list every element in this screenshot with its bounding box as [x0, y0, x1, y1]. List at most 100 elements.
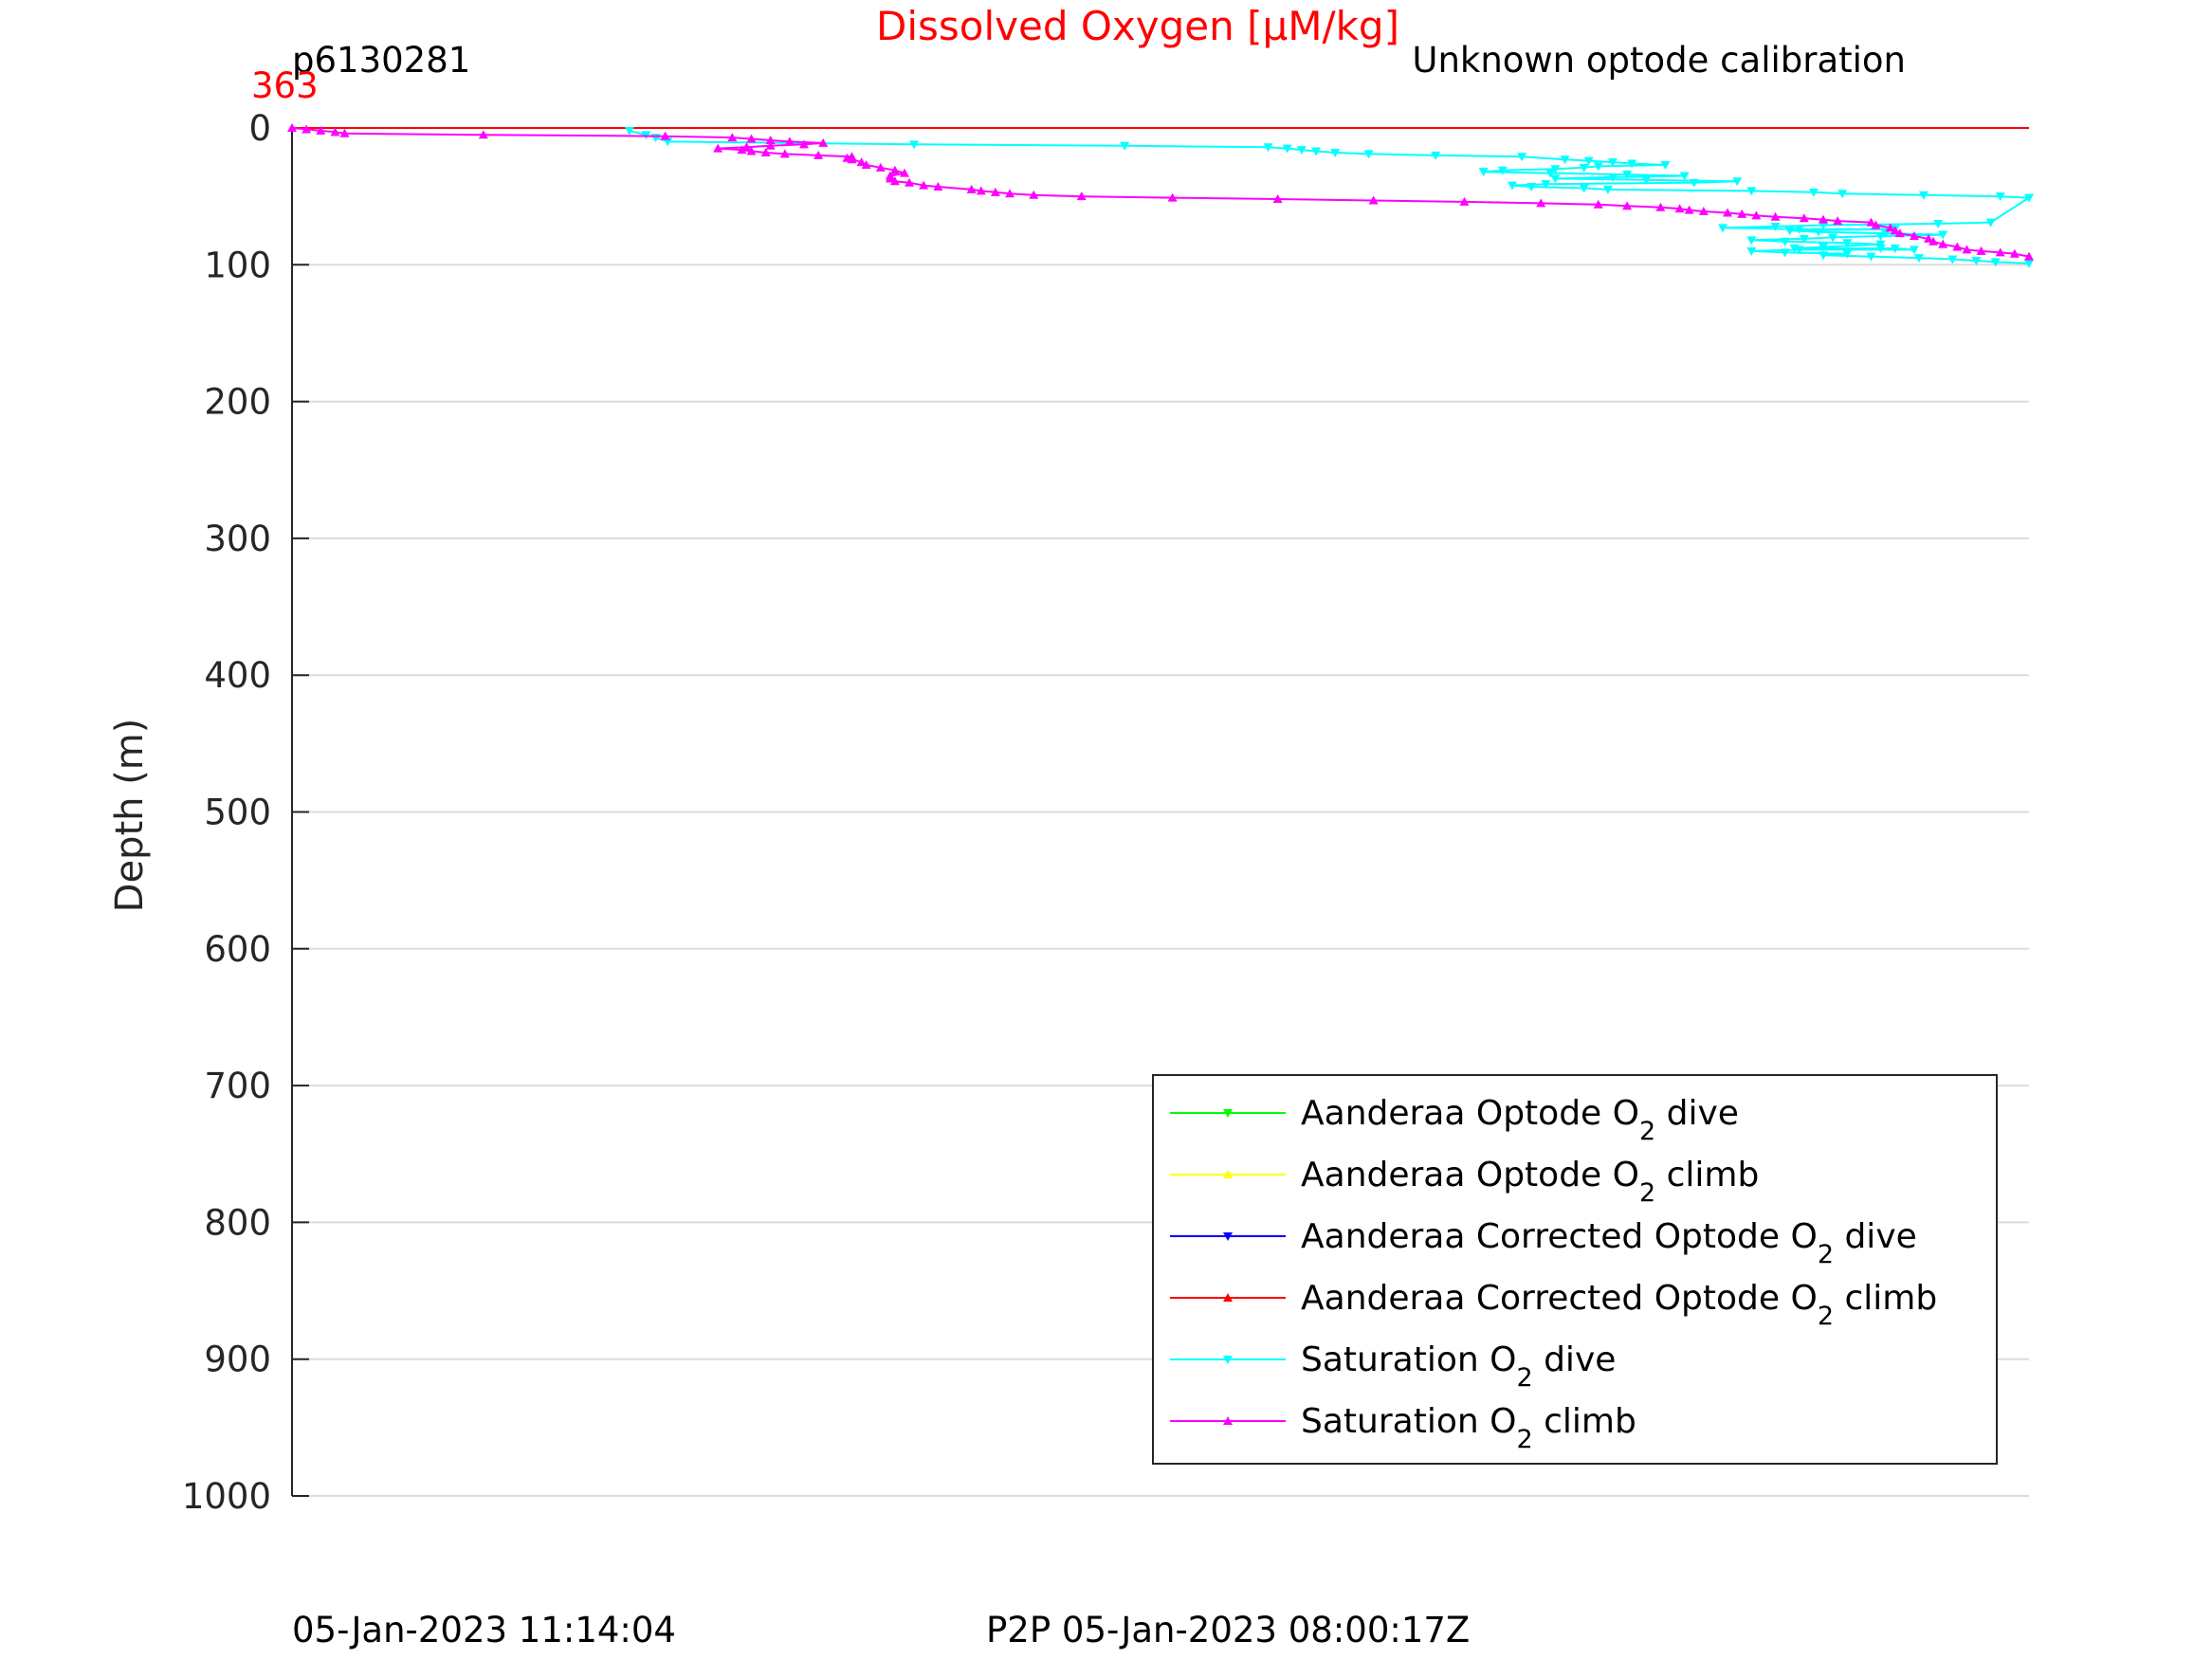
- data-point: [1550, 174, 1561, 184]
- data-point: [1684, 205, 1694, 214]
- data-point: [889, 165, 900, 174]
- data-point: [1938, 230, 1948, 240]
- data-point: [1272, 194, 1283, 204]
- data-point: [1976, 246, 1986, 255]
- data-point: [624, 126, 634, 136]
- data-point: [1962, 245, 1972, 254]
- data-point: [1593, 199, 1603, 209]
- data-point: [990, 187, 1000, 196]
- data-point: [1330, 148, 1341, 157]
- data-point: [765, 140, 776, 150]
- data-point: [814, 150, 824, 159]
- data-point: [1990, 258, 2001, 267]
- y-axis-label: Depth (m): [108, 719, 152, 913]
- data-point: [741, 142, 752, 152]
- footer-center-timestamp: P2P 05-Jan-2023 08:00:17Z: [986, 1610, 1470, 1650]
- data-point: [1818, 251, 1828, 261]
- data-point: [1167, 192, 1178, 202]
- data-point: [1799, 213, 1809, 223]
- data-point: [1363, 150, 1374, 159]
- data-point: [1517, 153, 1527, 162]
- data-point: [1890, 226, 1900, 235]
- glider-id: p6130281: [292, 40, 470, 81]
- data-point: [1541, 180, 1551, 190]
- data-point: [905, 177, 915, 187]
- data-point: [1971, 256, 1982, 265]
- data-point: [1622, 201, 1633, 210]
- data-point: [1579, 184, 1589, 193]
- data-point: [1737, 209, 1747, 218]
- y-ticks: 0 100 200 300 400 500 600 700 800 900 1000: [182, 108, 309, 1517]
- data-point: [1655, 202, 1666, 211]
- data-point: [1837, 190, 1848, 199]
- data-point: [302, 124, 312, 134]
- data-point: [1875, 231, 1886, 241]
- data-point: [1660, 160, 1671, 170]
- series-5: [287, 123, 2034, 261]
- legend-swatch-marker: [1223, 1356, 1233, 1364]
- y-tick-label: 200: [204, 382, 271, 423]
- data-point: [1507, 181, 1517, 191]
- data-point: [1732, 177, 1743, 187]
- data-point: [933, 182, 943, 191]
- data-point: [727, 133, 738, 142]
- legend-swatch-marker: [1223, 1170, 1233, 1178]
- data-point: [1431, 151, 1441, 160]
- data-point: [1875, 244, 1886, 253]
- data-point: [1607, 158, 1618, 168]
- data-point: [861, 159, 871, 169]
- data-point: [909, 140, 920, 150]
- data-point: [1746, 187, 1757, 196]
- y-tick-label: 500: [204, 793, 271, 833]
- data-point: [1995, 192, 2005, 202]
- data-point: [1833, 216, 1843, 226]
- data-point: [779, 149, 790, 158]
- data-point: [760, 147, 771, 156]
- y-tick-label: 400: [204, 655, 271, 696]
- series-4: [624, 126, 2034, 268]
- data-point: [1718, 224, 1728, 233]
- data-point: [1985, 218, 1996, 228]
- data-point: [1282, 144, 1292, 154]
- series-line: [291, 127, 2030, 258]
- data-point: [1368, 195, 1379, 205]
- data-point: [737, 145, 747, 155]
- data-point: [889, 176, 900, 186]
- data-point: [1799, 234, 1809, 244]
- data-point: [1794, 225, 1804, 234]
- data-point: [660, 131, 670, 140]
- data-point: [885, 173, 895, 183]
- data-point: [2024, 251, 2034, 261]
- data-point: [1818, 243, 1828, 252]
- data-point: [1780, 248, 1790, 258]
- data-point: [1913, 254, 1924, 264]
- data-point: [478, 130, 488, 139]
- legend-swatch-marker: [1223, 1293, 1233, 1302]
- data-point: [1579, 163, 1589, 173]
- y-tick-label: 600: [204, 929, 271, 970]
- data-point: [1909, 246, 1919, 255]
- data-point: [899, 168, 909, 177]
- data-point: [746, 134, 757, 143]
- data-point: [1497, 166, 1508, 175]
- data-point: [875, 162, 886, 172]
- footer-left-timestamp: 05-Jan-2023 11:14:04: [292, 1610, 676, 1650]
- data-point: [1784, 227, 1795, 236]
- data-point: [1818, 214, 1828, 224]
- legend-swatch-marker: [1223, 1416, 1233, 1425]
- y-tick-label: 100: [204, 245, 271, 285]
- data-point: [713, 143, 723, 153]
- data-point: [784, 137, 795, 146]
- data-point: [287, 123, 297, 132]
- data-point: [1641, 175, 1652, 185]
- data-point: [1120, 141, 1130, 151]
- data-point: [1296, 146, 1307, 155]
- data-point: [1909, 230, 1919, 240]
- data-point: [1890, 244, 1900, 253]
- legend-swatch-marker: [1223, 1109, 1233, 1118]
- data-point: [2009, 248, 2020, 258]
- y-tick-label: 1000: [182, 1476, 271, 1517]
- data-point: [1995, 247, 2005, 257]
